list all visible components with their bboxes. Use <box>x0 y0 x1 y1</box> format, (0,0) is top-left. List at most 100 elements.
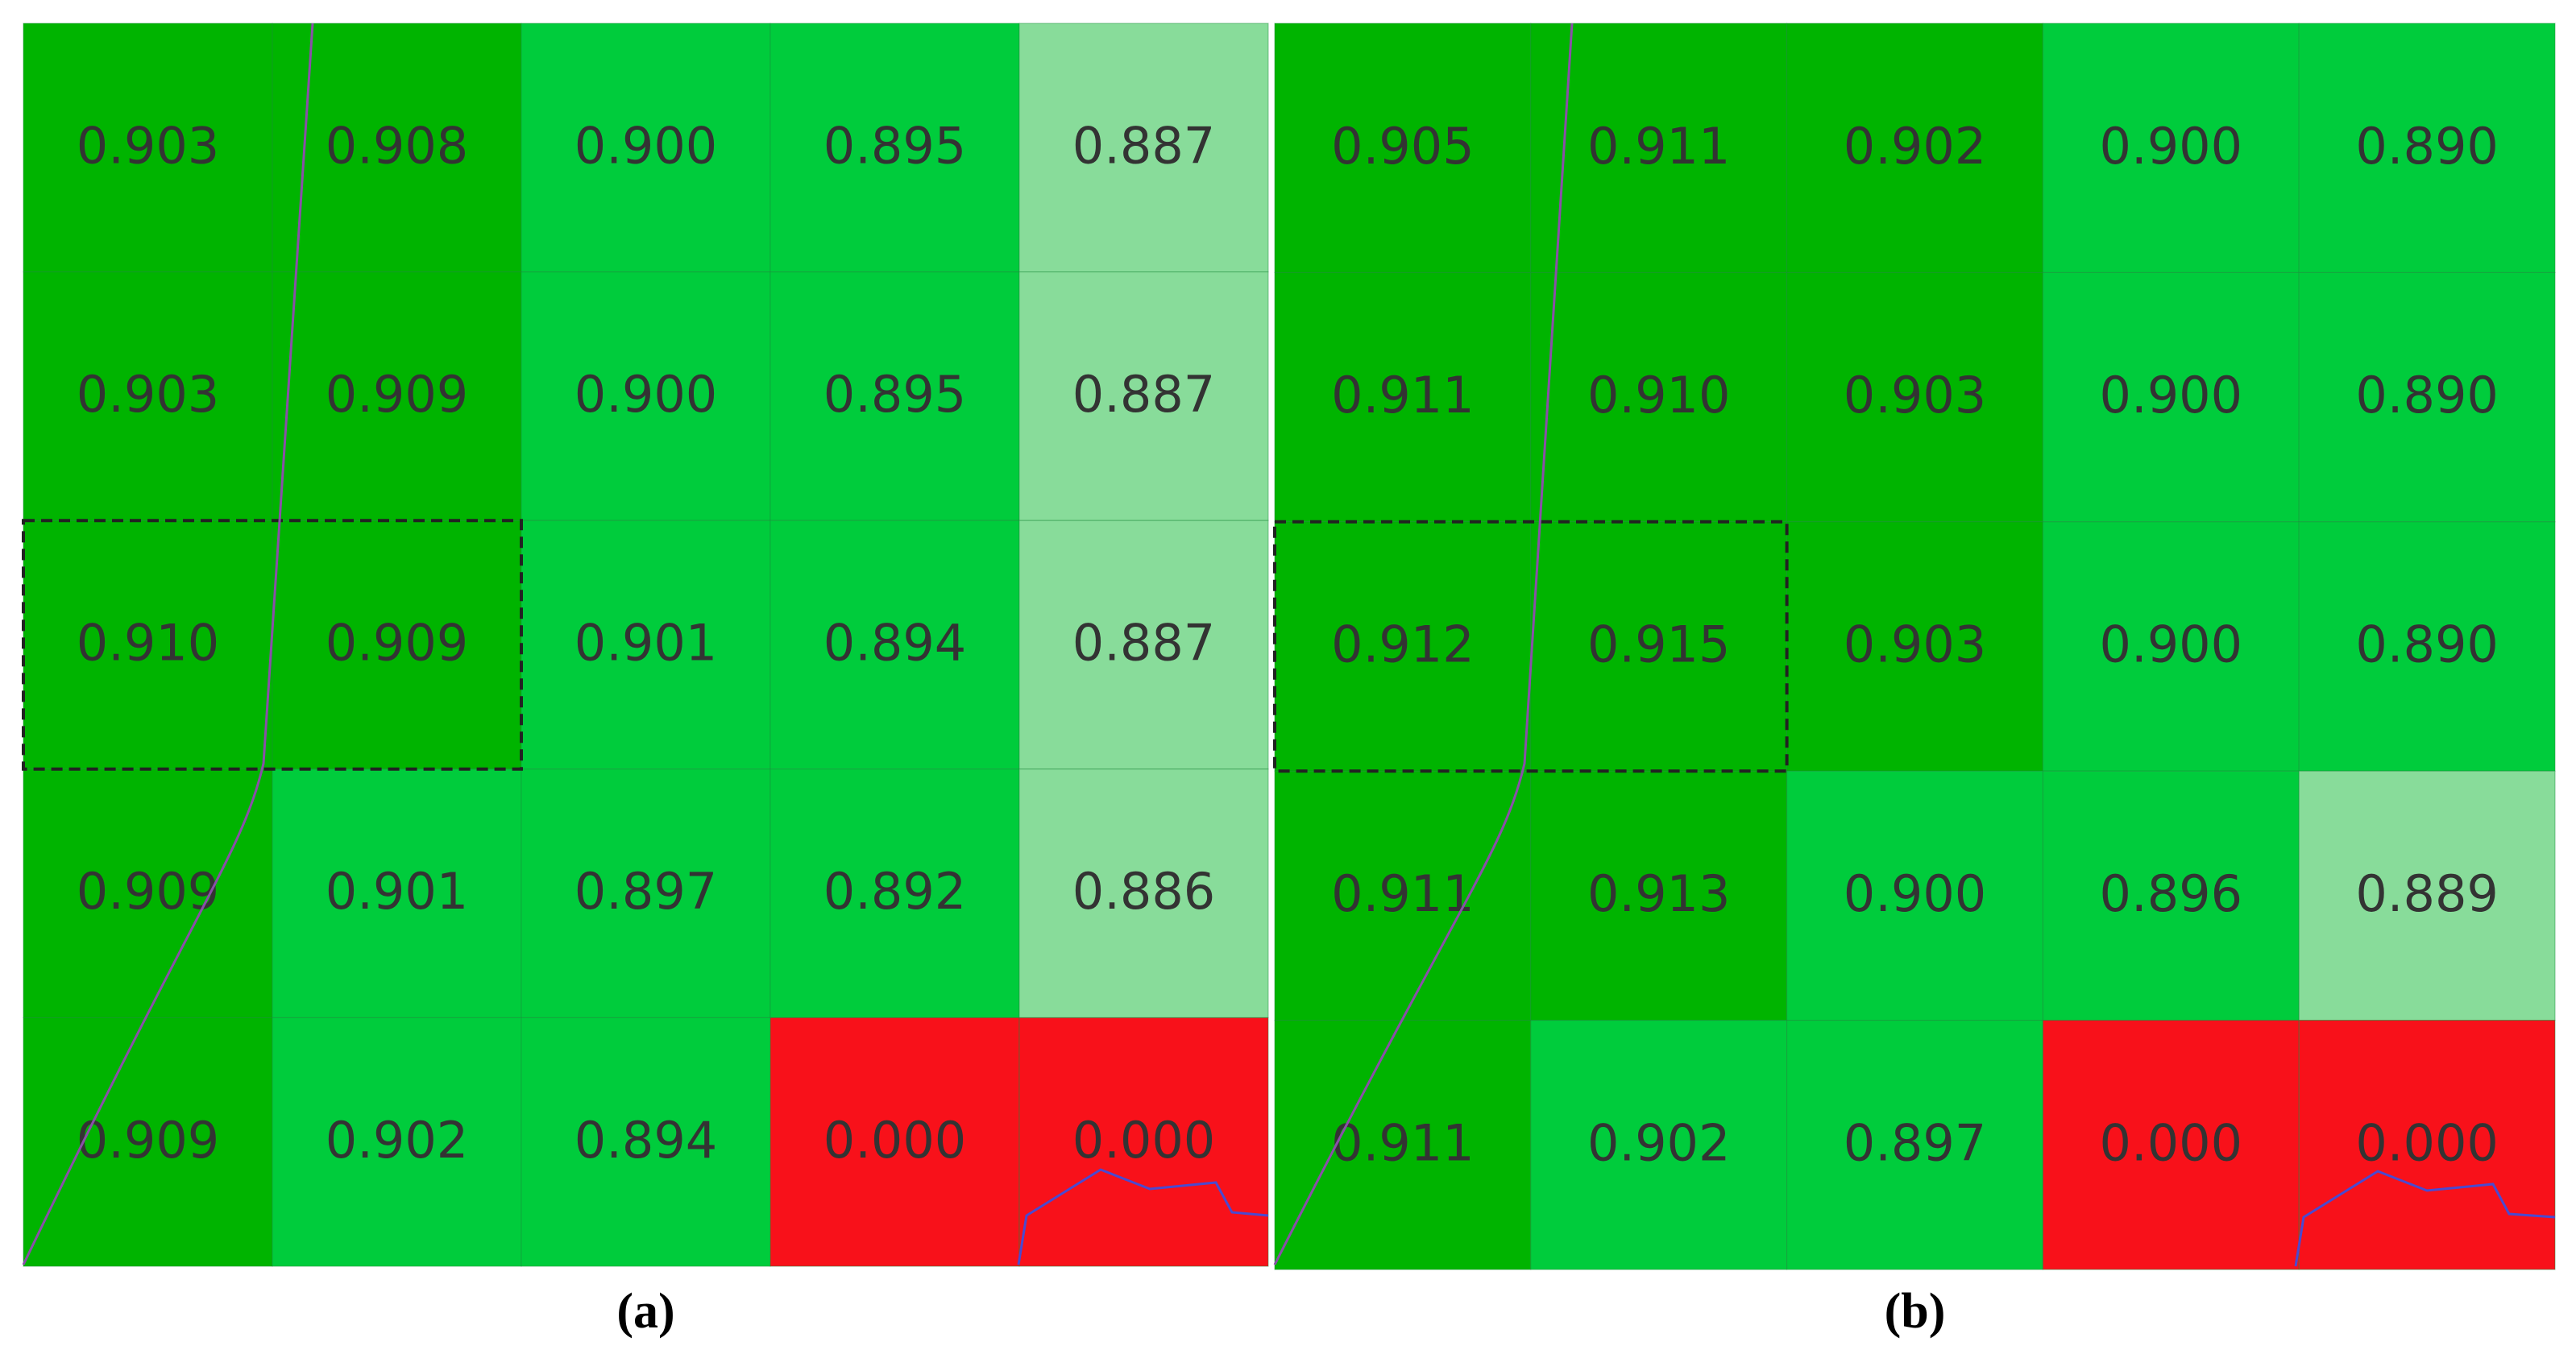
cell-value-label: 0.887 <box>1072 614 1216 673</box>
overlay-squiggle <box>1017 1168 1269 1265</box>
cell-value-label: 0.900 <box>2100 615 2243 674</box>
heatmap-cell <box>23 768 273 1018</box>
heatmap-cell <box>2298 23 2556 273</box>
heatmap-cell <box>1786 521 2043 772</box>
heatmap-cell <box>1274 770 1532 1021</box>
cell-value-label: 0.913 <box>1587 864 1731 923</box>
heatmap-cell <box>1018 271 1269 521</box>
highlight-box <box>22 519 523 771</box>
cell-value-label: 0.900 <box>1844 864 1987 923</box>
heatmap-cell <box>2298 770 2556 1021</box>
cell-value-label: 0.897 <box>575 862 718 921</box>
cell-value-label: 0.894 <box>823 614 967 673</box>
heatmap-cell <box>2042 521 2300 772</box>
heatmap-cell <box>769 520 1020 770</box>
heatmap-cell <box>1274 271 1532 523</box>
cell-value-label: 0.909 <box>77 1111 220 1170</box>
heatmap-cell <box>2298 271 2556 523</box>
cell-value-label: 0.903 <box>77 365 220 424</box>
cell-value-label: 0.889 <box>2355 864 2499 923</box>
heatmap-cell <box>1018 1017 1269 1267</box>
cell-value-label: 0.903 <box>1844 366 1987 425</box>
cell-value-label: 0.903 <box>77 116 220 175</box>
cell-value-label: 0.905 <box>1331 117 1475 176</box>
cell-value-label: 0.000 <box>2355 1113 2499 1172</box>
heatmap-cell <box>272 520 522 770</box>
cell-value-label: 0.915 <box>1587 615 1731 674</box>
cell-value-label: 0.000 <box>2100 1113 2243 1172</box>
cell-value-label: 0.909 <box>77 862 220 921</box>
heatmap-cell <box>272 1017 522 1267</box>
cell-value-label: 0.911 <box>1331 1113 1475 1172</box>
cell-value-label: 0.909 <box>326 365 469 424</box>
heatmap-cell <box>272 768 522 1018</box>
cell-value-label: 0.900 <box>2100 366 2243 425</box>
cell-value-label: 0.895 <box>823 365 967 424</box>
heatmap-cell <box>521 271 771 521</box>
heatmap-cell <box>1018 768 1269 1018</box>
cell-value-label: 0.909 <box>326 614 469 673</box>
cell-value-label: 0.910 <box>77 614 220 673</box>
cell-value-label: 0.886 <box>1072 862 1216 921</box>
heatmap-cell <box>769 23 1020 273</box>
heatmap-cell <box>1274 23 1532 273</box>
heatmap-cell <box>769 768 1020 1018</box>
cell-value-label: 0.897 <box>1844 1113 1987 1172</box>
heatmap-cell <box>1786 23 2043 273</box>
heatmap-cell <box>23 1017 273 1267</box>
heatmap-cell <box>1274 521 1532 772</box>
heatmap-cell <box>2042 23 2300 273</box>
cell-value-label: 0.901 <box>326 862 469 921</box>
heatmap-cell <box>521 1017 771 1267</box>
cell-value-label: 0.908 <box>326 116 469 175</box>
cell-value-label: 0.896 <box>2100 864 2243 923</box>
heatmap-cell <box>1530 271 1788 523</box>
panel-label: (b) <box>1885 1284 1946 1339</box>
heatmap-cell <box>23 23 273 273</box>
heatmap-cell <box>2042 770 2300 1021</box>
heatmap-cell <box>1530 1020 1788 1270</box>
heatmap-cell <box>1274 1020 1532 1270</box>
cell-value-label: 0.902 <box>326 1111 469 1170</box>
heatmap-cell <box>2298 1020 2556 1270</box>
cell-value-label: 0.900 <box>575 116 718 175</box>
cell-value-label: 0.900 <box>2100 117 2243 176</box>
cell-value-label: 0.902 <box>1844 117 1987 176</box>
cell-value-label: 0.902 <box>1587 1113 1731 1172</box>
cell-value-label: 0.895 <box>823 116 967 175</box>
heatmap-cell <box>521 23 771 273</box>
heatmap-cell <box>1786 770 2043 1021</box>
cell-value-label: 0.911 <box>1331 366 1475 425</box>
heatmap-cell <box>272 271 522 521</box>
overlay-curve <box>1273 23 1574 1265</box>
heatmap-cell <box>1786 1020 2043 1270</box>
cell-value-label: 0.000 <box>823 1111 967 1170</box>
heatmap-cell <box>272 23 522 273</box>
cell-value-label: 0.890 <box>2355 117 2499 176</box>
heatmap-cell <box>2298 521 2556 772</box>
overlay-squiggle <box>2294 1170 2556 1267</box>
heatmap-cell <box>521 768 771 1018</box>
cell-value-label: 0.903 <box>1844 615 1987 674</box>
heatmap-cell <box>1786 271 2043 523</box>
cell-value-label: 0.890 <box>2355 366 2499 425</box>
cell-value-label: 0.911 <box>1587 117 1731 176</box>
cell-value-label: 0.892 <box>823 862 967 921</box>
cell-value-label: 0.000 <box>1072 1111 1216 1170</box>
cell-value-label: 0.901 <box>575 614 718 673</box>
heatmap-cell <box>1018 520 1269 770</box>
cell-value-label: 0.887 <box>1072 365 1216 424</box>
heatmap-cell <box>2042 271 2300 523</box>
heatmap-cell <box>521 520 771 770</box>
heatmap-cell <box>1018 23 1269 273</box>
heatmap-cell <box>23 271 273 521</box>
heatmap-cell <box>1530 770 1788 1021</box>
cell-value-label: 0.900 <box>575 365 718 424</box>
panel-label: (a) <box>616 1284 674 1339</box>
overlay-curve <box>22 23 314 1265</box>
cell-value-label: 0.894 <box>575 1111 718 1170</box>
cell-value-label: 0.911 <box>1331 864 1475 923</box>
cell-value-label: 0.887 <box>1072 116 1216 175</box>
